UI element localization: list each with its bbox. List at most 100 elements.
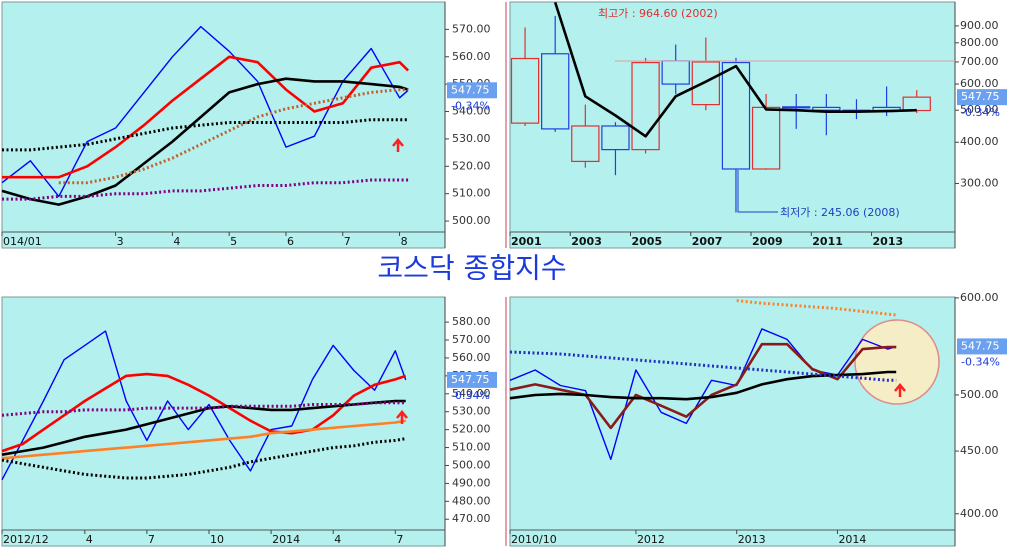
x-tick-label: 8	[401, 235, 408, 248]
y-tick-label: 560.00	[452, 50, 491, 63]
candle-body	[902, 96, 931, 112]
annotation: 최고가 : 964.60 (2002)	[598, 7, 718, 20]
y-tick-label: 530.00	[452, 132, 491, 145]
axis-background	[445, 2, 505, 248]
y-tick-label: 570.00	[452, 333, 491, 346]
y-tick-label: 560.00	[452, 351, 491, 364]
x-tick-label: 2009	[752, 235, 783, 248]
x-tick-label: 2012/12	[3, 533, 49, 546]
x-tick-label: 2003	[571, 235, 602, 248]
x-tick-label: 2001	[511, 235, 542, 248]
series-line	[2, 118, 409, 152]
x-tick-label: 2014	[838, 533, 866, 546]
arrow	[392, 138, 404, 152]
y-tick-label: 490.00	[452, 476, 491, 489]
change-tag: -0.34%	[451, 389, 490, 402]
series-line	[1, 330, 407, 481]
change-tag: -0.34%	[961, 106, 1000, 119]
y-tick-label: 510.00	[452, 441, 491, 454]
y-tick-label: 480.00	[452, 494, 491, 507]
y-tick-label: 400.00	[960, 135, 999, 148]
candle-body	[571, 125, 600, 163]
y-tick-label: 800.00	[960, 36, 999, 49]
change-tag: -0.34%	[451, 99, 490, 112]
arrow	[396, 410, 408, 424]
price-tag: 547.75	[451, 83, 490, 96]
y-tick-label: 580.00	[452, 315, 491, 328]
y-tick-label: 470.00	[452, 512, 491, 525]
series-line	[509, 370, 897, 401]
candle-body	[691, 61, 720, 106]
series-line	[1, 77, 409, 206]
x-tick-label: 6	[287, 235, 294, 248]
series-line	[1, 437, 406, 480]
y-tick-label: 520.00	[452, 423, 491, 436]
y-tick-label: 510.00	[452, 187, 491, 200]
x-tick-label: 2013	[738, 533, 766, 546]
y-tick-label: 530.00	[452, 405, 491, 418]
x-tick-label: 7	[148, 533, 155, 546]
y-tick-label: 540.00	[452, 105, 491, 118]
x-tick-label: 2010/10	[511, 533, 557, 546]
y-tick-label: 500.00	[452, 458, 491, 471]
x-tick-label: 7	[344, 235, 351, 248]
series-line	[509, 342, 897, 430]
series-line	[1, 419, 406, 460]
axis-background	[955, 2, 1012, 248]
price-tag-box	[447, 371, 497, 388]
change-tag: -0.34%	[961, 355, 1000, 368]
y-tick-label: 600.00	[960, 77, 999, 90]
plot-background	[1, 1, 446, 249]
arrow	[894, 383, 906, 397]
price-tag-box	[447, 82, 497, 99]
x-tick-label: 2013	[873, 235, 904, 248]
series-line	[553, 2, 917, 138]
price-tag-box	[957, 338, 1007, 355]
x-tick-label: 2007	[692, 235, 723, 248]
y-tick-label: 520.00	[452, 159, 491, 172]
x-tick-label: 2014	[272, 533, 300, 546]
y-tick-label: 600.00	[960, 291, 999, 304]
price-tag: 547.75	[451, 373, 490, 386]
y-tick-label: 500.00	[960, 388, 999, 401]
candle-body	[782, 106, 811, 109]
candle-body	[510, 57, 540, 124]
series-line	[1, 25, 409, 198]
x-tick-label: 7	[396, 533, 403, 546]
candle-body	[661, 60, 690, 85]
y-tick-label: 400.00	[960, 507, 999, 520]
x-tick-label: 014/01	[3, 235, 42, 248]
x-tick-label: 2012	[637, 533, 665, 546]
y-tick-label: 570.00	[452, 22, 491, 35]
y-tick-label: 450.00	[960, 444, 999, 457]
x-tick-label: 3	[117, 235, 124, 248]
series-line	[1, 401, 406, 417]
series-line	[2, 178, 409, 201]
axis-background	[445, 297, 505, 546]
candle-body	[812, 106, 841, 111]
price-tag: 547.75	[961, 90, 1000, 103]
price-tag-box	[957, 89, 1007, 106]
candle-body	[601, 125, 630, 151]
y-tick-label: 900.00	[960, 19, 999, 32]
price-tag: 547.75	[961, 339, 1000, 352]
highlight-circle	[854, 319, 940, 405]
y-tick-label: 500.00	[960, 103, 999, 116]
x-tick-label: 2011	[812, 235, 843, 248]
candle-body	[751, 106, 781, 170]
x-tick-label: 5	[230, 235, 237, 248]
y-tick-label: 540.00	[452, 387, 491, 400]
y-tick-label: 300.00	[960, 177, 999, 190]
series-line	[509, 328, 897, 461]
series-line	[2, 55, 410, 179]
x-tick-label: 10	[210, 533, 224, 546]
x-tick-label: 4	[334, 533, 341, 546]
chart-title: 코스닥 종합지수	[377, 252, 566, 285]
plot-background	[1, 296, 446, 547]
candle-body	[541, 53, 570, 130]
x-tick-label: 4	[173, 235, 180, 248]
y-tick-label: 500.00	[452, 214, 491, 227]
y-tick-label: 700.00	[960, 55, 999, 68]
